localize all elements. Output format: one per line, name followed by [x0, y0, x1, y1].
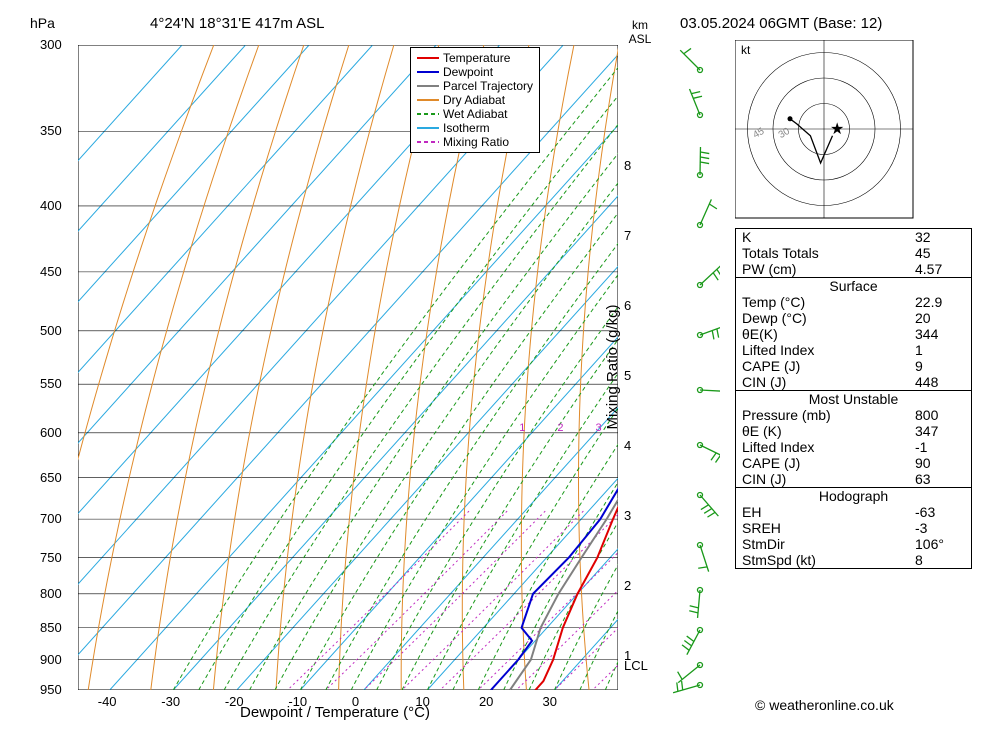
hodograph-svg: kt4530★ — [735, 40, 915, 220]
mixing-label: 2 — [557, 422, 563, 434]
location-title: 4°24'N 18°31'E 417m ASL — [150, 15, 325, 32]
table-row: θE(K)344 — [736, 326, 971, 342]
y-tick: 800 — [40, 586, 62, 601]
y-tick: 950 — [40, 682, 62, 697]
table-row: StmSpd (kt)8 — [736, 552, 971, 568]
datetime-title: 03.05.2024 06GMT (Base: 12) — [680, 15, 882, 32]
km-tick: 5 — [624, 368, 631, 383]
y-tick: 650 — [40, 470, 62, 485]
mixing-label: 1 — [519, 422, 525, 434]
x-tick: -40 — [98, 694, 117, 709]
table-row: CAPE (J)9 — [736, 358, 971, 374]
surface-header: Surface — [736, 278, 971, 295]
legend-row: Isotherm — [417, 121, 533, 135]
svg-text:kt: kt — [741, 43, 751, 57]
table-row: K32 — [736, 229, 971, 245]
km-tick: 2 — [624, 578, 631, 593]
data-tables: K32Totals Totals45PW (cm)4.57 SurfaceTem… — [735, 228, 972, 569]
skewt-chart-panel: hPa 4°24'N 18°31'E 417m ASL kmASL Temper… — [10, 10, 660, 723]
left-axis-title: hPa — [30, 15, 55, 31]
table-row: Lifted Index-1 — [736, 439, 971, 455]
table-row: Temp (°C)22.9 — [736, 294, 971, 310]
table-row: Lifted Index1 — [736, 342, 971, 358]
table-row: EH-63 — [736, 504, 971, 520]
table-row: Dewp (°C)20 — [736, 310, 971, 326]
km-tick: 4 — [624, 438, 631, 453]
right-axis-title: Mixing Ratio (g/kg) — [604, 304, 621, 429]
x-tick: -10 — [288, 694, 307, 709]
table-row: Totals Totals45 — [736, 245, 971, 261]
y-tick: 500 — [40, 323, 62, 338]
table-row: PW (cm)4.57 — [736, 261, 971, 277]
km-tick: 3 — [624, 508, 631, 523]
right-info-panel: 03.05.2024 06GMT (Base: 12) kt4530★ K32T… — [660, 10, 990, 723]
legend-row: Dewpoint — [417, 65, 533, 79]
table-row: θE (K)347 — [736, 423, 971, 439]
km-tick: 8 — [624, 158, 631, 173]
y-tick: 900 — [40, 652, 62, 667]
table-row: CIN (J)63 — [736, 471, 971, 487]
x-tick: -30 — [161, 694, 180, 709]
y-tick: 450 — [40, 264, 62, 279]
km-tick: 7 — [624, 228, 631, 243]
y-tick: 300 — [40, 37, 62, 52]
table-row: CAPE (J)90 — [736, 455, 971, 471]
y-tick: 550 — [40, 376, 62, 391]
legend-row: Wet Adiabat — [417, 107, 533, 121]
lcl-label: LCL — [624, 658, 648, 673]
x-tick: 10 — [415, 694, 429, 709]
svg-text:★: ★ — [830, 121, 844, 138]
y-tick: 400 — [40, 198, 62, 213]
legend: TemperatureDewpointParcel TrajectoryDry … — [410, 47, 540, 153]
legend-row: Temperature — [417, 51, 533, 65]
y-tick: 700 — [40, 511, 62, 526]
wind-barbs — [665, 45, 720, 705]
legend-row: Parcel Trajectory — [417, 79, 533, 93]
y-tick: 350 — [40, 123, 62, 138]
legend-row: Dry Adiabat — [417, 93, 533, 107]
copyright: © weatheronline.co.uk — [755, 697, 894, 713]
x-axis-title: Dewpoint / Temperature (°C) — [240, 704, 430, 721]
mixing-label: 3 — [596, 422, 602, 434]
legend-row: Mixing Ratio — [417, 135, 533, 149]
mu-header: Most Unstable — [736, 391, 971, 408]
y-tick: 750 — [40, 550, 62, 565]
table-row: Pressure (mb)800 — [736, 407, 971, 423]
x-tick: 30 — [542, 694, 556, 709]
x-tick: 20 — [479, 694, 493, 709]
right-top-title: kmASL — [620, 18, 660, 46]
table-row: CIN (J)448 — [736, 374, 971, 390]
km-tick: 6 — [624, 298, 631, 313]
hodo-header: Hodograph — [736, 488, 971, 505]
x-tick: -20 — [225, 694, 244, 709]
y-tick: 850 — [40, 620, 62, 635]
table-row: SREH-3 — [736, 520, 971, 536]
table-row: StmDir106° — [736, 536, 971, 552]
y-tick: 600 — [40, 425, 62, 440]
x-tick: 0 — [352, 694, 359, 709]
